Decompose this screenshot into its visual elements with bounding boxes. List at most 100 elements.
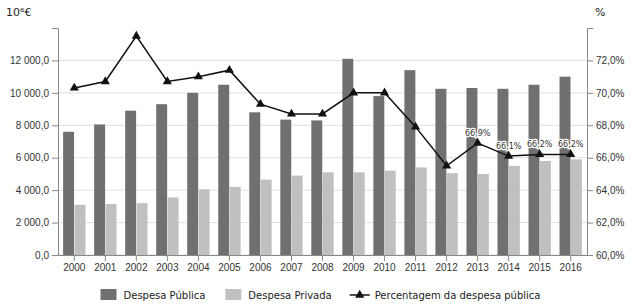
tick: 4 000,0 [16,185,58,196]
bar [447,173,458,255]
tick: 68,0% [587,120,624,131]
tick-mark [322,255,323,261]
marker [473,138,482,146]
tick-mark [136,255,137,261]
line [74,36,570,166]
legend-label: Percentagem da despesa pública [375,290,541,301]
tick-mark [446,255,447,261]
annotation: 66,1% [496,142,522,151]
tick-label: 2013 [467,262,490,273]
tick-mark [570,255,571,261]
tick-label: 62,0% [596,217,624,228]
tick: 2002 [125,255,148,273]
bar [187,93,198,255]
tick: 2 000,0 [16,217,58,228]
y2-axis-label: % [595,6,605,19]
tick: 2011 [405,255,427,273]
tick: 62,0% [587,217,624,228]
tick-mark [587,60,593,61]
tick-label: 60,0% [596,250,624,261]
tick-mark [167,255,168,261]
tick: 6 000,0 [16,152,58,163]
bar [156,104,167,255]
tick-mark [198,255,199,261]
tick-mark [291,255,292,261]
bar [416,167,427,255]
tick: 2009 [342,255,365,273]
bar [218,85,229,255]
tick: 2000 [63,255,86,273]
annotation: 66,2% [558,140,584,149]
tick: 70,0% [587,88,624,99]
tick-mark [587,125,593,126]
marker [380,88,389,96]
bar [509,166,520,255]
tick-mark [52,190,58,191]
tick-label: 0,0 [35,250,49,261]
bar [373,96,384,255]
bar [137,203,148,255]
tick-mark [477,255,478,261]
tick: 2001 [94,255,117,273]
tick-label: 68,0% [596,120,624,131]
markers [70,31,576,169]
tick-mark [52,255,58,256]
tick: 2014 [498,255,521,273]
marker [349,88,358,96]
tick-mark [52,60,58,61]
legend-swatch [101,289,117,300]
legend-swatch [225,289,241,300]
tick-label: 6 000,0 [16,152,50,163]
tick-mark [52,223,58,224]
legend-item: Percentagem da despesa pública [350,290,541,301]
bar [404,70,415,255]
marks [63,31,582,255]
tick-mark [587,158,593,159]
marker [132,31,141,39]
tick-mark [587,223,593,224]
tick: 2010 [373,255,396,273]
bar [466,88,477,255]
tick-mark [587,190,593,191]
tick: 0,0 [35,250,58,261]
tick-mark [52,158,58,159]
tick-mark [105,255,106,261]
tick-label: 2014 [498,262,521,273]
axis-line [52,29,59,256]
bar [261,180,272,255]
tick-mark [74,255,75,261]
bar [478,174,489,255]
bar [63,132,74,255]
tick: 2006 [249,255,272,273]
bar [125,111,136,255]
annotation: 66,2% [527,140,553,149]
bar [560,77,571,255]
bar-series [75,159,582,255]
tick-label: 2003 [156,262,179,273]
marker [101,76,110,84]
bar [75,205,86,255]
y-axis: 0,02 000,04 000,06 000,08 000,010 000,01… [10,29,58,261]
marker [70,83,79,91]
legend: Despesa PúblicaDespesa PrivadaPercentage… [101,289,541,301]
tick-label: 2009 [342,262,365,273]
axis-line [588,29,594,256]
tick-label: 66,0% [596,152,624,163]
bar [280,120,291,255]
tick: 2013 [467,255,490,273]
tick: 60,0% [587,250,624,261]
bar [311,120,322,255]
marker [566,149,575,157]
bar [106,204,117,255]
tick: 2007 [280,255,303,273]
legend-swatch [355,290,364,298]
tick-label: 2004 [187,262,210,273]
tick: 12 000,0 [10,55,58,66]
y-axis-label: 10⁶€ [6,6,31,19]
tick: 8 000,0 [16,120,58,131]
bar [571,159,582,255]
tick-label: 2007 [280,262,303,273]
tick: 64,0% [587,185,624,196]
marker [411,122,420,130]
tick-mark [384,255,385,261]
